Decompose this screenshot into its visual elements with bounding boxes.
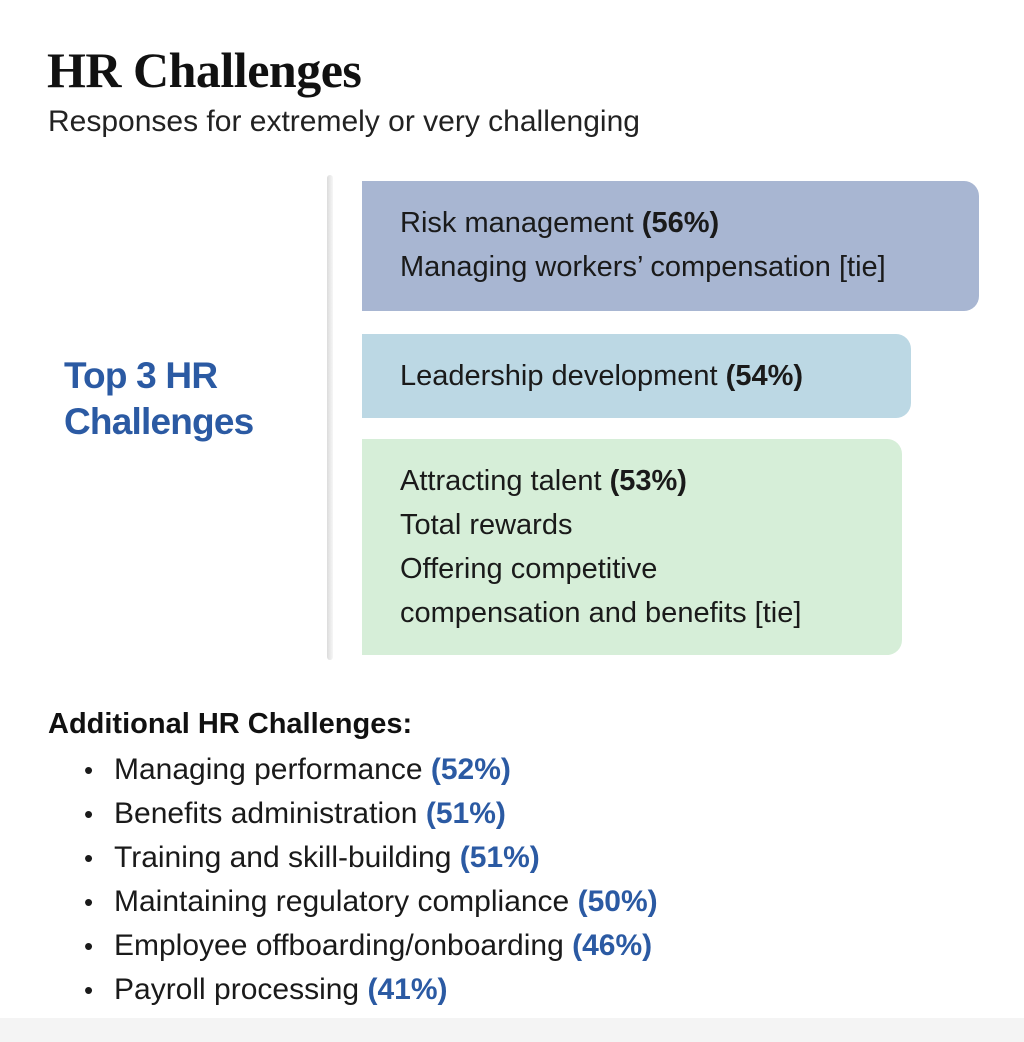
challenge-box-1: Risk management (56%) Managing workers’ … (362, 181, 979, 311)
challenge-box-3: Attracting talent (53%) Total rewards Of… (362, 439, 902, 655)
list-item: • Payroll processing (41%) (84, 968, 658, 1012)
challenge-line: Attracting talent (53%) (400, 459, 902, 503)
challenge-text: compensation and benefits [tie] (400, 597, 802, 629)
additional-challenges-list: • Managing performance (52%) • Benefits ad… (84, 748, 658, 1012)
challenge-text: Leadership development (400, 360, 726, 392)
bottom-band (0, 1018, 1024, 1042)
challenge-text: Risk management (400, 207, 642, 239)
challenge-label: Managing performance (114, 753, 431, 786)
challenge-label: Maintaining regulatory compliance (114, 885, 578, 918)
list-item: • Maintaining regulatory compliance (50%) (84, 880, 658, 924)
bullet-icon: • (84, 843, 94, 873)
bullet-icon: • (84, 755, 94, 785)
bullet-icon: • (84, 975, 94, 1005)
challenge-label: Training and skill-building (114, 841, 460, 874)
challenge-text: Attracting talent (400, 465, 610, 497)
challenge-percent: (52%) (430, 753, 511, 786)
challenge-text: Total rewards (400, 509, 573, 541)
additional-challenges-heading: Additional HR Challenges: (48, 708, 413, 740)
challenge-line: Managing workers’ compensation [tie] (400, 245, 979, 289)
list-item: • Managing performance (52%) (84, 748, 658, 792)
list-item: • Benefits administration (51%) (84, 792, 658, 836)
page-subtitle: Responses for extremely or very challeng… (48, 105, 640, 138)
bullet-icon: • (84, 887, 94, 917)
challenge-line: Risk management (56%) (400, 201, 979, 245)
challenge-label: Benefits administration (114, 797, 426, 830)
challenge-percent: (46%) (572, 929, 653, 962)
challenge-percent: (51%) (459, 841, 540, 874)
page-title: HR Challenges (47, 42, 362, 98)
challenge-text: Managing workers’ compensation [tie] (400, 251, 886, 283)
challenge-percent: (51%) (425, 797, 506, 830)
challenge-value: (54%) (725, 360, 804, 392)
list-item: • Training and skill-building (51%) (84, 836, 658, 880)
challenge-label: Employee offboarding/onboarding (114, 929, 573, 962)
challenge-box-2: Leadership development (54%) (362, 334, 911, 418)
challenge-value: (56%) (641, 207, 720, 239)
challenge-label: Payroll processing (114, 973, 368, 1006)
bullet-icon: • (84, 931, 94, 961)
challenge-line: compensation and benefits [tie] (400, 591, 902, 635)
vertical-divider (327, 175, 333, 660)
challenge-value: (53%) (609, 465, 687, 497)
challenge-text: Offering competitive (400, 553, 658, 585)
bullet-icon: • (84, 799, 94, 829)
top-challenges-label: Top 3 HR Challenges (64, 355, 254, 442)
challenge-percent: (50%) (577, 885, 658, 918)
challenge-line: Leadership development (54%) (400, 354, 911, 398)
challenge-percent: (41%) (367, 973, 448, 1006)
challenge-line: Total rewards (400, 503, 902, 547)
challenge-line: Offering competitive (400, 547, 902, 591)
list-item: • Employee offboarding/onboarding (46%) (84, 924, 658, 968)
